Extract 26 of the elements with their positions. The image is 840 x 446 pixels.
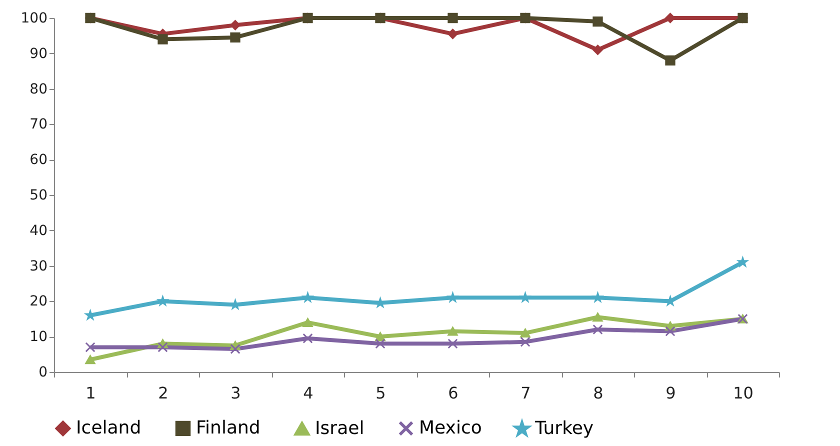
- y-tick-label: 0: [38, 364, 48, 380]
- y-tick-label: 100: [20, 10, 48, 26]
- x-tick-label: 4: [303, 384, 314, 402]
- y-tick-label: 90: [30, 46, 48, 62]
- x-tick-label: 3: [230, 384, 241, 402]
- legend-label: Turkey: [534, 418, 594, 440]
- legend-label: Finland: [196, 417, 260, 438]
- legend-label: Israel: [315, 418, 364, 439]
- y-tick-label: 30: [30, 258, 48, 274]
- x-tick-label: 9: [666, 384, 676, 402]
- y-tick-label: 20: [30, 294, 48, 310]
- y-tick-label: 80: [30, 81, 48, 98]
- legend-label: Mexico: [419, 417, 482, 438]
- y-tick-label: 70: [30, 116, 48, 133]
- x-tick-label: 8: [593, 384, 604, 402]
- y-tick-label: 50: [30, 188, 48, 204]
- y-tick-label: 10: [30, 329, 48, 346]
- y-tick-label: 60: [30, 152, 48, 168]
- x-tick-label: 6: [448, 384, 458, 402]
- y-tick-label: 40: [30, 222, 48, 239]
- legend-label: Iceland: [76, 417, 142, 438]
- x-tick-label: 7: [520, 384, 531, 402]
- x-tick-label: 5: [376, 384, 386, 402]
- x-tick-label: 2: [158, 384, 168, 402]
- x-tick-label: 10: [733, 384, 754, 402]
- x-tick-label: 1: [86, 384, 96, 402]
